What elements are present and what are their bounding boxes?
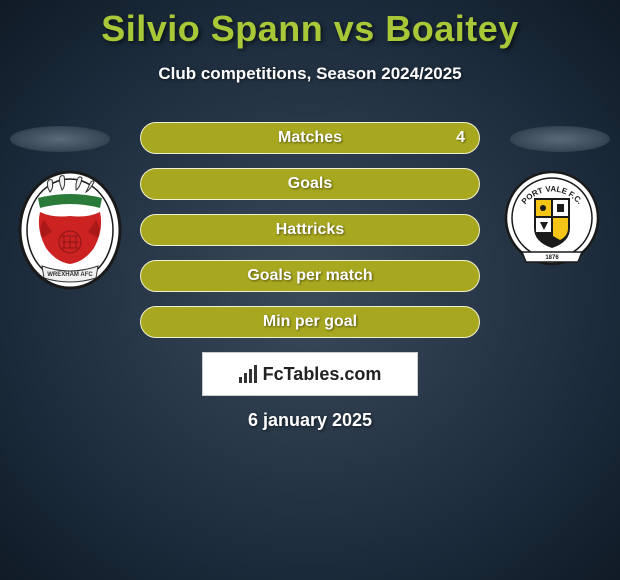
- stat-row-gpm: Goals per match: [140, 260, 480, 292]
- shadow-left: [10, 126, 110, 152]
- stat-label: Goals per match: [247, 267, 372, 285]
- svg-text:WREXHAM AFC: WREXHAM AFC: [47, 272, 93, 278]
- date-label: 6 january 2025: [0, 410, 620, 431]
- stat-label: Goals: [288, 175, 332, 193]
- chart-icon: [239, 365, 257, 383]
- port-vale-fc-badge: PORT VALE F.C. 1876: [502, 170, 602, 275]
- stat-row-matches: Matches 4: [140, 122, 480, 154]
- stat-row-mpg: Min per goal: [140, 306, 480, 338]
- stats-container: Matches 4 Goals Hattricks Goals per matc…: [140, 122, 480, 352]
- stat-row-goals: Goals: [140, 168, 480, 200]
- shadow-right: [510, 126, 610, 152]
- stat-label: Matches: [278, 129, 342, 147]
- subtitle: Club competitions, Season 2024/2025: [0, 64, 620, 84]
- stat-row-hattricks: Hattricks: [140, 214, 480, 246]
- stat-label: Min per goal: [263, 313, 357, 331]
- svg-text:1876: 1876: [545, 255, 559, 261]
- wrexham-afc-badge: WREXHAM AFC: [18, 170, 122, 295]
- stat-value-right: 4: [456, 129, 465, 147]
- watermark-text: FcTables.com: [263, 364, 382, 385]
- stat-label: Hattricks: [276, 221, 344, 239]
- watermark: FcTables.com: [202, 352, 418, 396]
- page-title: Silvio Spann vs Boaitey: [0, 0, 620, 50]
